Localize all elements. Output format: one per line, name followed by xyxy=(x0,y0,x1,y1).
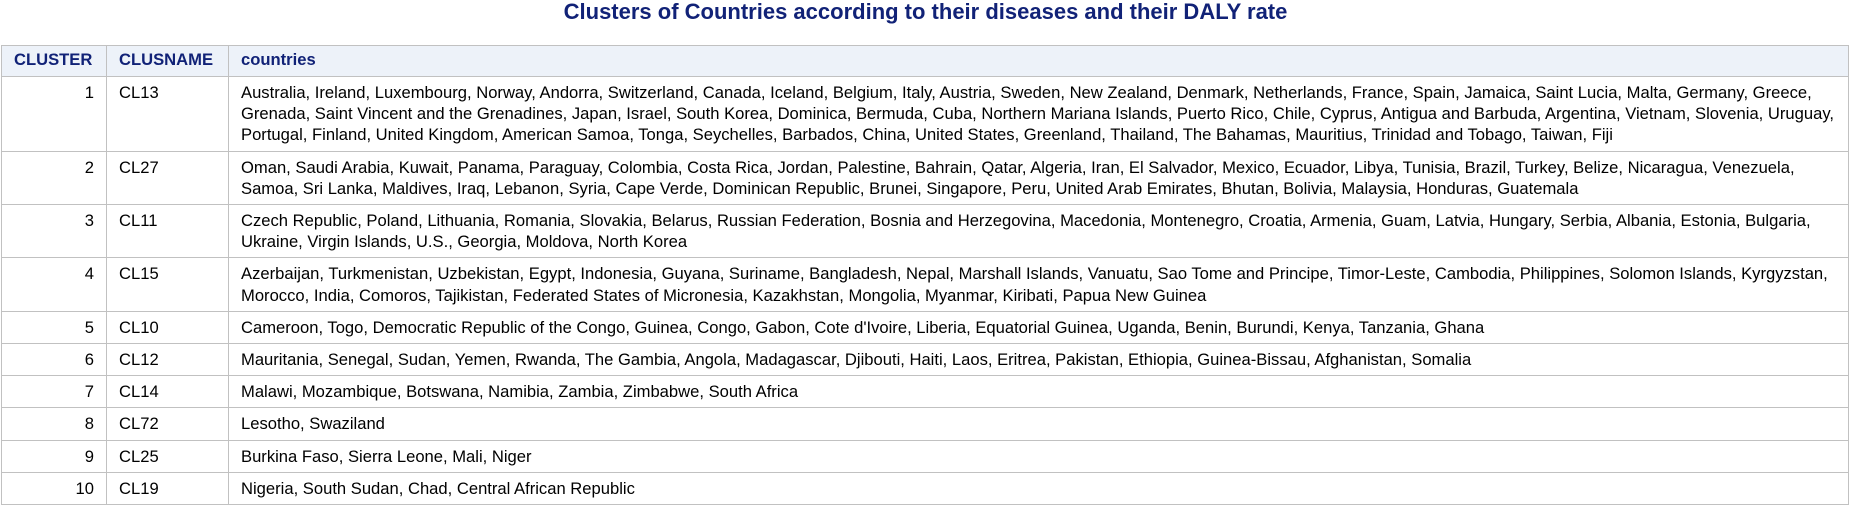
table-row: 4 CL15 Azerbaijan, Turkmenistan, Uzbekis… xyxy=(1,257,1849,312)
cluster-cell: 3 xyxy=(1,204,107,259)
cluster-cell: 2 xyxy=(1,150,107,206)
column-header-cluster: CLUSTER xyxy=(1,45,107,77)
table-row: 6 CL12 Mauritania, Senegal, Sudan, Yemen… xyxy=(1,343,1849,377)
table-row: 2 CL27 Oman, Saudi Arabia, Kuwait, Panam… xyxy=(1,150,1849,206)
table-row: 1 CL13 Australia, Ireland, Luxembourg, N… xyxy=(1,76,1849,152)
clusname-cell: CL15 xyxy=(106,257,229,312)
clusters-table: CLUSTER CLUSNAME countries 1 CL13 Austra… xyxy=(1,45,1849,506)
cluster-cell: 1 xyxy=(1,76,107,152)
clusname-cell: CL19 xyxy=(106,471,229,506)
clusname-cell: CL14 xyxy=(106,375,229,409)
countries-cell: Burkina Faso, Sierra Leone, Mali, Niger xyxy=(228,439,1849,473)
column-header-countries: countries xyxy=(228,45,1849,77)
cluster-cell: 9 xyxy=(1,439,107,473)
countries-cell: Nigeria, South Sudan, Chad, Central Afri… xyxy=(228,471,1849,506)
report-title: Clusters of Countries according to their… xyxy=(563,0,1288,24)
column-header-clusname: CLUSNAME xyxy=(106,45,229,77)
table-body: 1 CL13 Australia, Ireland, Luxembourg, N… xyxy=(1,76,1849,506)
countries-cell: Mauritania, Senegal, Sudan, Yemen, Rwand… xyxy=(228,343,1849,377)
clusname-cell: CL11 xyxy=(106,204,229,259)
table-row: 3 CL11 Czech Republic, Poland, Lithuania… xyxy=(1,204,1849,259)
countries-cell: Malawi, Mozambique, Botswana, Namibia, Z… xyxy=(228,375,1849,409)
header-row: CLUSTER CLUSNAME countries xyxy=(1,45,1849,77)
clusname-cell: CL13 xyxy=(106,76,229,152)
countries-cell: Oman, Saudi Arabia, Kuwait, Panama, Para… xyxy=(228,150,1849,206)
cluster-cell: 5 xyxy=(1,310,107,345)
countries-cell: Cameroon, Togo, Democratic Republic of t… xyxy=(228,310,1849,345)
cluster-cell: 4 xyxy=(1,257,107,312)
clusname-cell: CL25 xyxy=(106,439,229,473)
table-row: 7 CL14 Malawi, Mozambique, Botswana, Nam… xyxy=(1,375,1849,409)
clusname-cell: CL10 xyxy=(106,310,229,345)
countries-cell: Australia, Ireland, Luxembourg, Norway, … xyxy=(228,76,1849,152)
cluster-cell: 7 xyxy=(1,375,107,409)
table-header: CLUSTER CLUSNAME countries xyxy=(1,45,1849,77)
cluster-cell: 10 xyxy=(1,471,107,506)
cluster-cell: 8 xyxy=(1,407,107,441)
table-row: 5 CL10 Cameroon, Togo, Democratic Republ… xyxy=(1,310,1849,345)
clusname-cell: CL72 xyxy=(106,407,229,441)
countries-cell: Czech Republic, Poland, Lithuania, Roman… xyxy=(228,204,1849,259)
table-row: 10 CL19 Nigeria, South Sudan, Chad, Cent… xyxy=(1,471,1849,506)
countries-cell: Lesotho, Swaziland xyxy=(228,407,1849,441)
clusname-cell: CL27 xyxy=(106,150,229,206)
countries-cell: Azerbaijan, Turkmenistan, Uzbekistan, Eg… xyxy=(228,257,1849,312)
clusname-cell: CL12 xyxy=(106,343,229,377)
cluster-cell: 6 xyxy=(1,343,107,377)
table-row: 8 CL72 Lesotho, Swaziland xyxy=(1,407,1849,441)
table-row: 9 CL25 Burkina Faso, Sierra Leone, Mali,… xyxy=(1,439,1849,473)
